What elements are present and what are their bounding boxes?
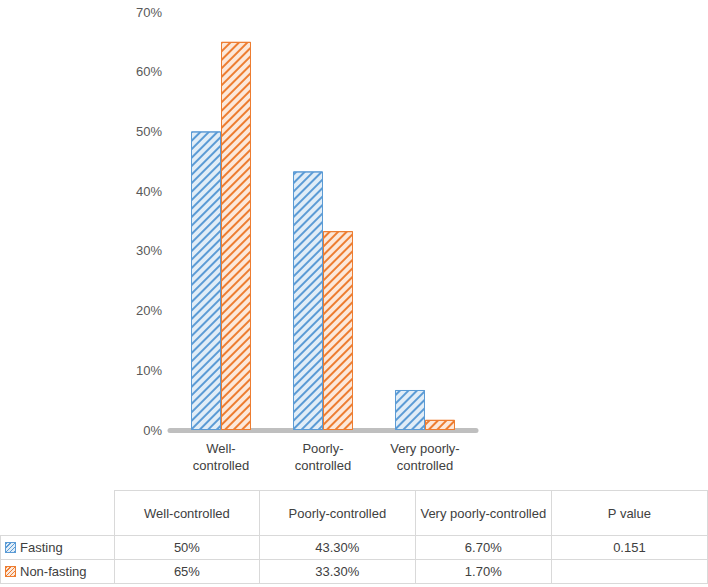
svg-text:70%: 70% — [136, 5, 162, 20]
html-text:Very poorly-controlled: Very poorly-controlled — [420, 505, 547, 521]
html-text:33.30%: 33.30% — [315, 564, 360, 579]
svg-text:10%: 10% — [136, 363, 162, 378]
svg-text:30%: 30% — [136, 243, 162, 258]
svg-text:controlled: controlled — [397, 458, 453, 473]
svg-text:controlled: controlled — [295, 458, 351, 473]
svg-text:40%: 40% — [136, 184, 162, 199]
svg-text:Poorly-: Poorly- — [302, 441, 343, 456]
html-text:0.151: 0.151 — [613, 540, 646, 555]
html-text:P value: P value — [607, 505, 651, 521]
html-text:Non-fasting: Non-fasting — [20, 564, 87, 579]
svg-text:0%: 0% — [143, 423, 162, 438]
html-text:Well-controlled: Well-controlled — [144, 505, 230, 521]
html-text:50%: 50% — [173, 540, 200, 555]
svg-text:Very poorly-: Very poorly- — [390, 441, 459, 456]
html-text:1.70%: 1.70% — [464, 564, 502, 579]
svg-text:controlled: controlled — [193, 458, 249, 473]
html-text:Fasting: Fasting — [20, 540, 63, 555]
html-text:43.30%: 43.30% — [315, 540, 360, 555]
svg-text:20%: 20% — [136, 303, 162, 318]
html-text:Poorly-controlled: Poorly-controlled — [288, 505, 387, 521]
svg-text:Well-: Well- — [206, 441, 235, 456]
svg-text:50%: 50% — [136, 124, 162, 139]
html-text:65%: 65% — [173, 564, 200, 579]
svg-text:60%: 60% — [136, 64, 162, 79]
html-text:6.70%: 6.70% — [464, 540, 502, 555]
